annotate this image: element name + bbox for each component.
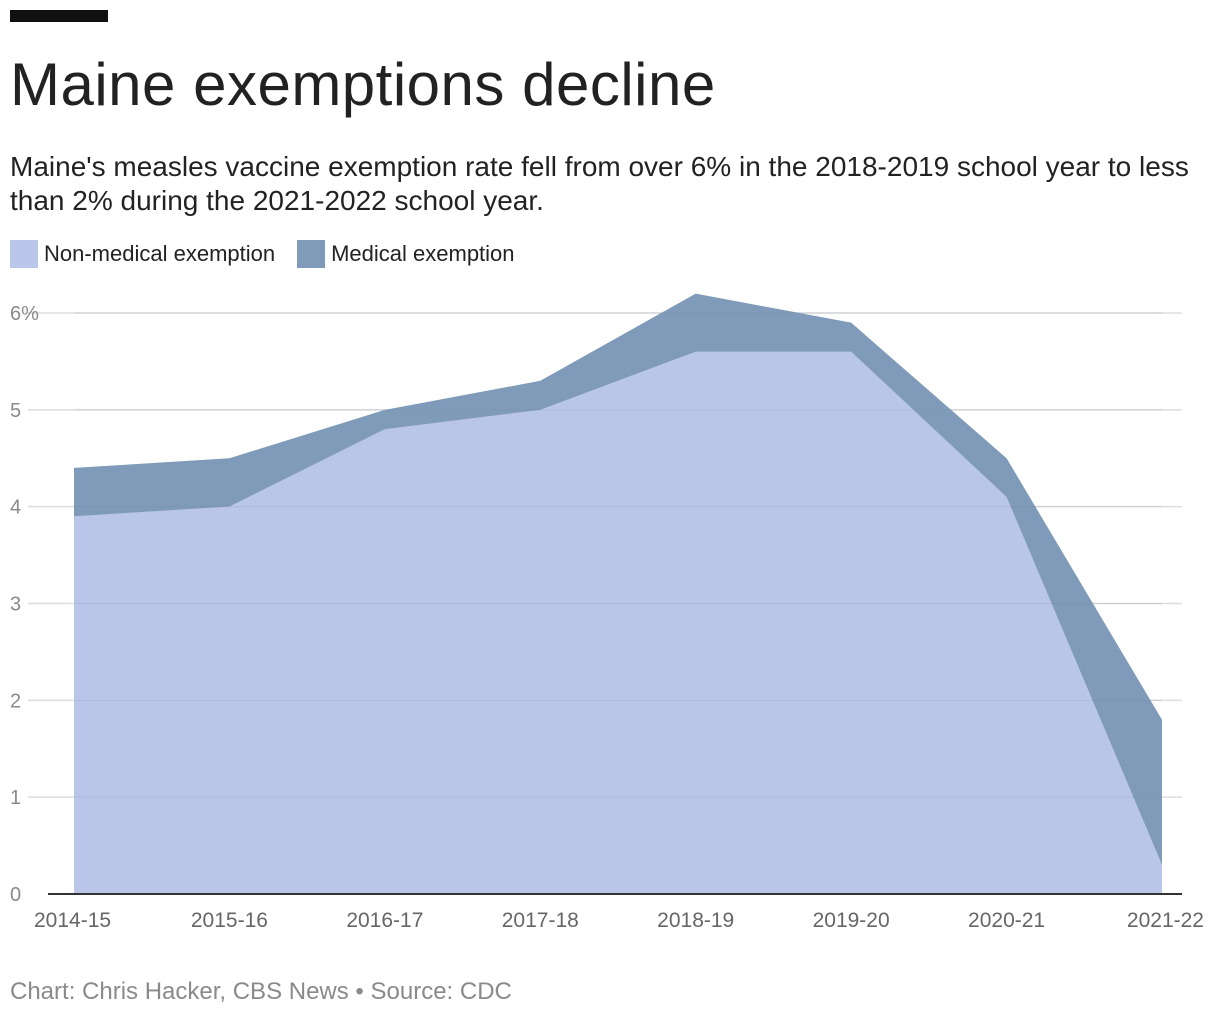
area-chart: 0 1 2 3 4 5 6% 2014-15 2015-16 2016-17 2017-18 2018… [10,293,1204,932]
y-tick-label: 0 [10,884,21,906]
x-tick-label: 2021-22 [1127,909,1204,932]
chart-credit: Chart: Chris Hacker, CBS News • Source: … [10,978,512,1005]
x-tick-label: 2015-16 [191,909,268,932]
x-tick-label: 2016-17 [346,909,423,932]
legend-item-non-medical: Non-medical exemption [10,240,275,268]
legend-label-medical: Medical exemption [331,241,515,266]
y-tick-label: 1 [10,787,21,809]
legend-swatch-non-medical [10,240,38,268]
chart-title: Maine exemptions decline [10,51,716,118]
x-tick-label: 2018-19 [657,909,734,932]
x-tick-label: 2019-20 [813,909,890,932]
legend-swatch-medical [297,240,326,268]
chart-subtitle: Maine's measles vaccine exemption rate f… [10,151,1189,216]
x-tick-label: 2020-21 [968,909,1045,932]
legend: Non-medical exemption Medical exemption [10,240,537,268]
y-tick-label: 3 [10,594,21,616]
legend-item-medical: Medical exemption [297,240,515,268]
x-tick-label: 2017-18 [502,909,579,932]
y-tick-label: 6% [10,303,39,325]
y-tick-label: 2 [10,690,21,712]
axes: 0 1 2 3 4 5 6% 2014-15 2015-16 2016-17 2017-18 2018… [10,303,1204,932]
y-tick-label: 4 [10,497,21,519]
area-medical-exemption [74,293,1162,865]
area-non-medical-exemption [74,351,1162,894]
top-accent-bar [10,10,108,22]
x-tick-label: 2014-15 [34,909,111,932]
y-tick-label: 5 [10,400,21,422]
legend-label-non-medical: Non-medical exemption [44,241,276,266]
area-layer [74,293,1162,894]
